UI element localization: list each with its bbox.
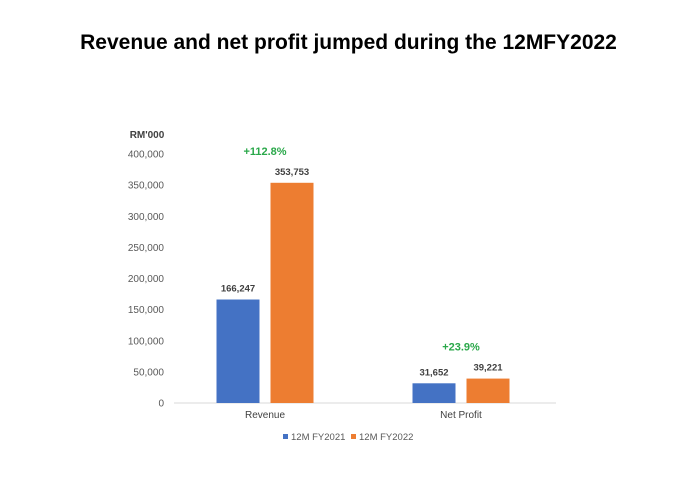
bars: 166,247 353,753 +112.8% Revenue 31,652 39,221… [216,146,510,421]
y-tick-label: 400,000 [128,150,165,161]
bar-revenue-12m-fy2022 [270,182,314,403]
legend-swatch [351,434,356,439]
y-tick-label: 250,000 [128,243,165,254]
legend-entry: 12M FY2021 [291,432,345,443]
y-tick-label: 350,000 [128,181,165,192]
legend-entry: 12M FY2022 [359,432,413,443]
bar-revenue-12m-fy2021 [216,299,260,403]
data-label: 353,753 [275,167,309,178]
legend-swatch [283,434,288,439]
y-tick-label: 50,000 [133,367,164,378]
y-tick-label: 0 [158,399,164,410]
y-axis-ticks: 0 50,000 100,000 150,000 200,000 250,000 300,0… [128,150,165,410]
legend: 12M FY2021 12M FY2022 [283,432,413,443]
y-tick-label: 150,000 [128,305,165,316]
growth-annotation: +23.9% [442,342,480,354]
chart-title: Revenue and net profit jumped during the… [80,31,617,54]
data-label: 39,221 [473,363,503,374]
y-axis-unit-label: RM'000 [130,130,165,141]
y-tick-label: 200,000 [128,274,165,285]
bar-net-profit-12m-fy2022 [466,378,510,403]
y-tick-label: 100,000 [128,336,165,347]
y-tick-label: 300,000 [128,212,165,223]
growth-annotation: +112.8% [243,146,286,158]
bar-net-profit-12m-fy2021 [412,383,456,403]
x-category-label: Net Profit [440,410,482,421]
x-category-label: Revenue [245,410,285,421]
data-label: 31,652 [419,367,448,378]
data-label: 166,247 [221,284,255,295]
